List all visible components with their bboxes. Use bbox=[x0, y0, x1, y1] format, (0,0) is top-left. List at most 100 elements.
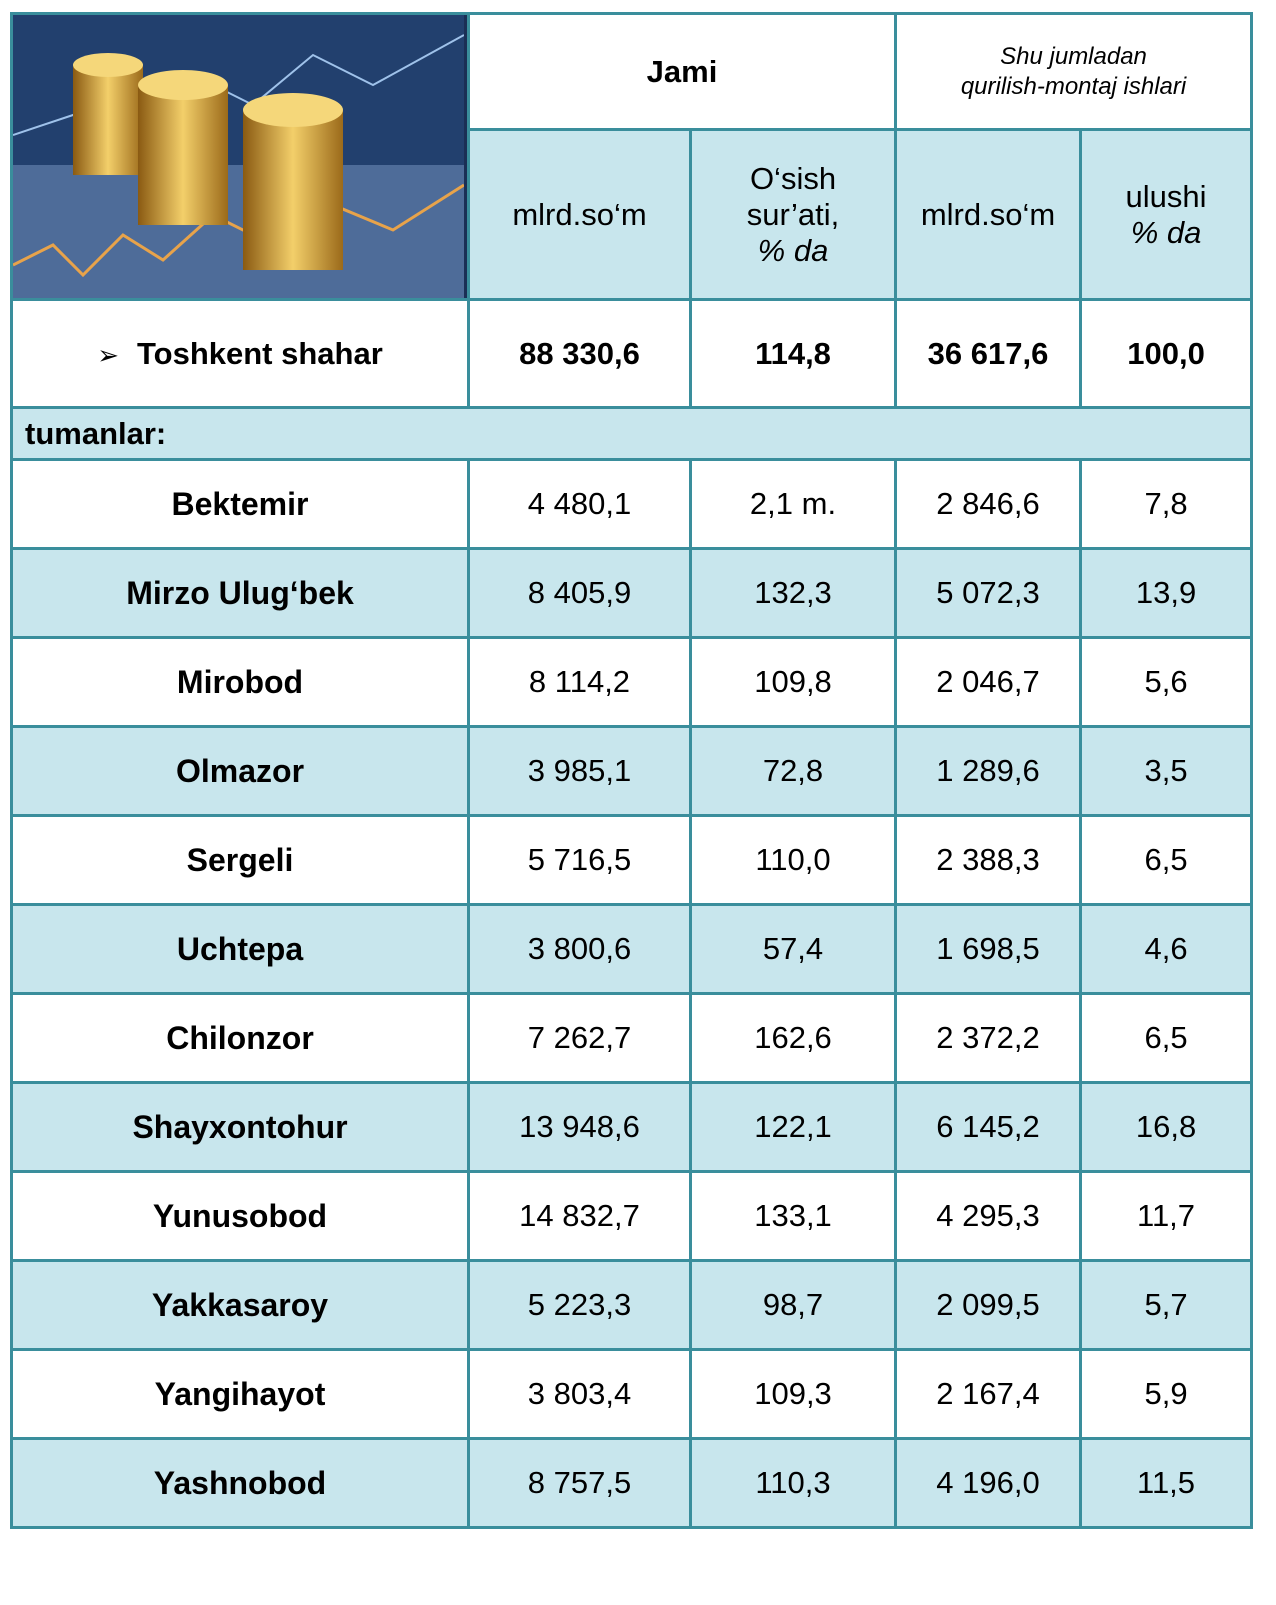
total-value: 88 330,6 bbox=[467, 298, 692, 409]
subheader-row: mlrd.so‘m O‘sish sur’ati,% da mlrd.so‘m ulus… bbox=[11, 128, 1254, 301]
value-cell: 7,8 bbox=[1079, 458, 1254, 550]
district-row: Uchtepa 3 800,6 57,4 1 698,5 4,6 bbox=[10, 903, 1254, 995]
subheader-cell: mlrd.so‘m bbox=[467, 128, 692, 301]
value-cell: 1 698,5 bbox=[894, 903, 1083, 995]
data-table: Jami Shu jumladan qurilish-montaj ishlar… bbox=[9, 11, 1254, 1529]
value-cell: 13 948,6 bbox=[467, 1081, 692, 1173]
district-row: Yangihayot 3 803,4 109,3 2 167,4 5,9 bbox=[10, 1348, 1254, 1440]
value-cell: 2 167,4 bbox=[894, 1348, 1083, 1440]
value-cell: 5,7 bbox=[1079, 1259, 1254, 1351]
value-cell: 98,7 bbox=[688, 1259, 898, 1351]
value-cell: 8 114,2 bbox=[467, 636, 692, 728]
value-cell: 8 405,9 bbox=[467, 547, 692, 639]
district-name: Shayxontohur bbox=[10, 1081, 470, 1173]
district-name: Mirobod bbox=[10, 636, 470, 728]
value-cell: 14 832,7 bbox=[467, 1170, 692, 1262]
value-cell: 3 803,4 bbox=[467, 1348, 692, 1440]
value-cell: 8 757,5 bbox=[467, 1437, 692, 1529]
section-row: tumanlar: bbox=[9, 406, 1254, 461]
district-row: Sergeli 5 716,5 110,0 2 388,3 6,5 bbox=[10, 814, 1254, 906]
section-label: tumanlar: bbox=[9, 406, 1254, 461]
subheader-line: ulushi bbox=[1125, 178, 1207, 214]
value-cell: 1 289,6 bbox=[894, 725, 1083, 817]
value-cell: 162,6 bbox=[688, 992, 898, 1084]
value-cell: 2 099,5 bbox=[894, 1259, 1083, 1351]
value-cell: 57,4 bbox=[688, 903, 898, 995]
district-row: Shayxontohur 13 948,6 122,1 6 145,2 16,8 bbox=[10, 1081, 1254, 1173]
district-row: Olmazor 3 985,1 72,8 1 289,6 3,5 bbox=[10, 725, 1254, 817]
district-name: Chilonzor bbox=[10, 992, 470, 1084]
header-line: Shu jumladan bbox=[1000, 42, 1147, 70]
value-cell: 2 388,3 bbox=[894, 814, 1083, 906]
district-name: Olmazor bbox=[10, 725, 470, 817]
value-cell: 7 262,7 bbox=[467, 992, 692, 1084]
value-cell: 122,1 bbox=[688, 1081, 898, 1173]
district-name: Uchtepa bbox=[10, 903, 470, 995]
subheader-line: % da bbox=[757, 232, 829, 268]
district-name: Yashnobod bbox=[10, 1437, 470, 1529]
value-cell: 2 372,2 bbox=[894, 992, 1083, 1084]
value-cell: 6,5 bbox=[1079, 992, 1254, 1084]
subheader-line: O‘sish bbox=[749, 160, 837, 196]
subheader-line: mlrd.so‘m bbox=[512, 196, 647, 232]
value-cell: 5 072,3 bbox=[894, 547, 1083, 639]
table-body: Jami Shu jumladan qurilish-montaj ishlar… bbox=[9, 11, 1254, 1529]
value-cell: 4 480,1 bbox=[467, 458, 692, 550]
value-cell: 72,8 bbox=[688, 725, 898, 817]
value-cell: 5 716,5 bbox=[467, 814, 692, 906]
subheader-line: mlrd.so‘m bbox=[920, 196, 1056, 232]
subheader-cell: ulushi% da bbox=[1079, 128, 1254, 301]
header-jami: Jami bbox=[466, 11, 898, 132]
value-cell: 110,0 bbox=[688, 814, 898, 906]
value-cell: 2 846,6 bbox=[894, 458, 1083, 550]
total-value: 36 617,6 bbox=[894, 298, 1083, 409]
district-row: Mirzo Ulug‘bek 8 405,9 132,3 5 072,3 13,9 bbox=[10, 547, 1254, 639]
value-cell: 5,6 bbox=[1079, 636, 1254, 728]
district-row: Chilonzor 7 262,7 162,6 2 372,2 6,5 bbox=[10, 992, 1254, 1084]
coins-image bbox=[13, 15, 464, 298]
image-cell bbox=[10, 12, 470, 301]
district-row: Bektemir 4 480,1 2,1 m. 2 846,6 7,8 bbox=[10, 458, 1254, 550]
district-name: Bektemir bbox=[10, 458, 470, 550]
value-cell: 5 223,3 bbox=[467, 1259, 692, 1351]
district-row: Yashnobod 8 757,5 110,3 4 196,0 11,5 bbox=[10, 1437, 1254, 1529]
value-cell: 5,9 bbox=[1079, 1348, 1254, 1440]
value-cell: 11,7 bbox=[1079, 1170, 1254, 1262]
value-cell: 4 295,3 bbox=[894, 1170, 1083, 1262]
district-name: Mirzo Ulug‘bek bbox=[10, 547, 470, 639]
subheader-line: sur’ati, bbox=[746, 196, 840, 232]
district-row: Mirobod 8 114,2 109,8 2 046,7 5,6 bbox=[10, 636, 1254, 728]
subheader-line: % da bbox=[1130, 214, 1202, 250]
subheader-cell: O‘sish sur’ati,% da bbox=[688, 128, 898, 301]
district-name: Yunusobod bbox=[10, 1170, 470, 1262]
value-cell: 4,6 bbox=[1079, 903, 1254, 995]
header-shu-jumladan: Shu jumladan qurilish-montaj ishlari bbox=[894, 11, 1254, 132]
value-cell: 6,5 bbox=[1079, 814, 1254, 906]
subheader-cell: mlrd.so‘m bbox=[894, 128, 1083, 301]
value-cell: 133,1 bbox=[688, 1170, 898, 1262]
district-name: Yakkasaroy bbox=[10, 1259, 470, 1351]
total-value: 114,8 bbox=[688, 298, 898, 409]
total-value: 100,0 bbox=[1079, 298, 1254, 409]
value-cell: 109,3 bbox=[688, 1348, 898, 1440]
value-cell: 109,8 bbox=[688, 636, 898, 728]
header-row: Jami Shu jumladan qurilish-montaj ishlar… bbox=[10, 11, 1254, 301]
district-row: Yunusobod 14 832,7 133,1 4 295,3 11,7 bbox=[10, 1170, 1254, 1262]
value-cell: 6 145,2 bbox=[894, 1081, 1083, 1173]
district-name: Sergeli bbox=[10, 814, 470, 906]
value-cell: 2 046,7 bbox=[894, 636, 1083, 728]
value-cell: 16,8 bbox=[1079, 1081, 1254, 1173]
value-cell: 3,5 bbox=[1079, 725, 1254, 817]
value-cell: 3 800,6 bbox=[467, 903, 692, 995]
value-cell: 2,1 m. bbox=[688, 458, 898, 550]
value-cell: 11,5 bbox=[1079, 1437, 1254, 1529]
value-cell: 3 985,1 bbox=[467, 725, 692, 817]
value-cell: 132,3 bbox=[688, 547, 898, 639]
value-cell: 13,9 bbox=[1079, 547, 1254, 639]
value-cell: 4 196,0 bbox=[894, 1437, 1083, 1529]
header-line: qurilish-montaj ishlari bbox=[960, 72, 1187, 100]
district-name: Yangihayot bbox=[10, 1348, 470, 1440]
total-name: Toshkent shahar bbox=[10, 298, 470, 409]
